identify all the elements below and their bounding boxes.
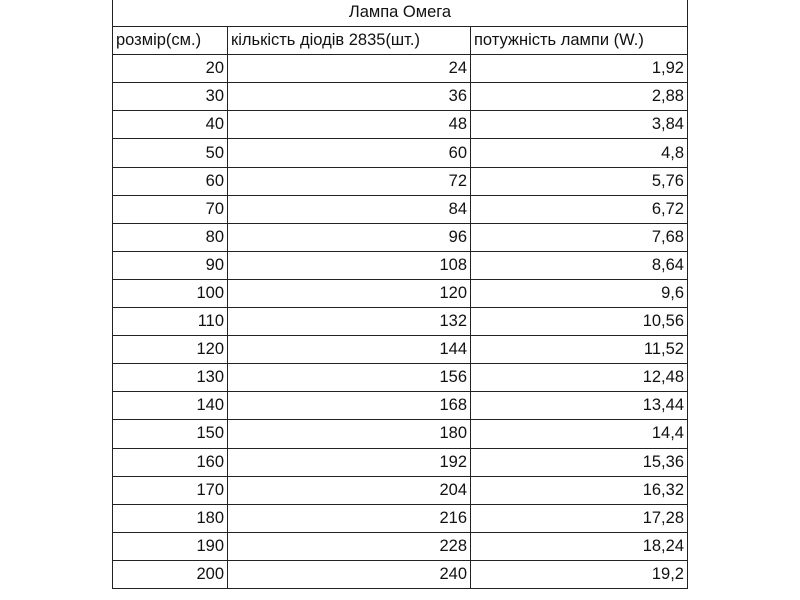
cell-power: 12,48: [470, 363, 688, 393]
header-power: потужність лампи (W.): [470, 26, 688, 56]
cell-power: 19,2: [470, 559, 688, 589]
cell-diode-count: 96: [227, 222, 471, 252]
cell-size: 130: [112, 363, 228, 393]
cell-diode-count: 240: [227, 559, 471, 589]
table-row: 170 204 16,32: [112, 475, 688, 505]
table-row: 60 72 5,76: [112, 166, 688, 196]
table-row: 180 216 17,28: [112, 503, 688, 533]
cell-diode-count: 36: [227, 82, 471, 112]
cell-size: 110: [112, 307, 228, 337]
cell-power: 11,52: [470, 335, 688, 365]
table-row: 30 36 2,88: [112, 82, 688, 112]
cell-power: 14,4: [470, 419, 688, 449]
cell-diode-count: 48: [227, 110, 471, 140]
cell-size: 60: [112, 166, 228, 196]
cell-diode-count: 156: [227, 363, 471, 393]
cell-diode-count: 108: [227, 250, 471, 280]
cell-size: 170: [112, 475, 228, 505]
cell-diode-count: 132: [227, 307, 471, 337]
cell-power: 16,32: [470, 475, 688, 505]
header-diode-count: кількість діодів 2835(шт.): [227, 26, 471, 56]
cell-diode-count: 72: [227, 166, 471, 196]
table-row: 150 180 14,4: [112, 419, 688, 449]
cell-power: 7,68: [470, 222, 688, 252]
cell-power: 17,28: [470, 503, 688, 533]
table-row: 20 24 1,92: [112, 54, 688, 84]
cell-power: 3,84: [470, 110, 688, 140]
cell-size: 50: [112, 138, 228, 168]
cell-size: 100: [112, 278, 228, 309]
cell-power: 13,44: [470, 391, 688, 421]
cell-diode-count: 24: [227, 54, 471, 84]
cell-diode-count: 180: [227, 419, 471, 449]
cell-power: 15,36: [470, 447, 688, 477]
cell-size: 70: [112, 194, 228, 224]
table-row: 110 132 10,56: [112, 307, 688, 337]
cell-diode-count: 60: [227, 138, 471, 168]
cell-power: 18,24: [470, 531, 688, 561]
table-row: 40 48 3,84: [112, 110, 688, 140]
cell-diode-count: 216: [227, 503, 471, 533]
cell-power: 2,88: [470, 82, 688, 112]
cell-diode-count: 204: [227, 475, 471, 505]
table-row: 140 168 13,44: [112, 391, 688, 421]
cell-size: 180: [112, 503, 228, 533]
table-row: 80 96 7,68: [112, 222, 688, 252]
cell-size: 190: [112, 531, 228, 561]
cell-size: 160: [112, 447, 228, 477]
table-row: 50 60 4,8: [112, 138, 688, 168]
table-row: 200 240 19,2: [112, 559, 688, 589]
cell-diode-count: 144: [227, 335, 471, 365]
table-row: 190 228 18,24: [112, 531, 688, 561]
header-size: розмір(см.): [112, 26, 228, 56]
cell-power: 6,72: [470, 194, 688, 224]
cell-diode-count: 228: [227, 531, 471, 561]
cell-diode-count: 84: [227, 194, 471, 224]
cell-size: 150: [112, 419, 228, 449]
cell-size: 140: [112, 391, 228, 421]
title-row: Лампа Омега: [112, 0, 688, 28]
cell-size: 20: [112, 54, 228, 84]
cell-diode-count: 120: [227, 278, 471, 309]
cell-power: 4,8: [470, 138, 688, 168]
cell-diode-count: 168: [227, 391, 471, 421]
cell-size: 200: [112, 559, 228, 589]
lamp-table: Лампа Омега розмір(см.) кількість діодів…: [112, 0, 688, 589]
table-row: 90 108 8,64: [112, 250, 688, 280]
cell-size: 80: [112, 222, 228, 252]
table-row: 120 144 11,52: [112, 335, 688, 365]
cell-power: 5,76: [470, 166, 688, 196]
cell-power: 10,56: [470, 307, 688, 337]
table-row: 70 84 6,72: [112, 194, 688, 224]
table-title: Лампа Омега: [112, 0, 688, 28]
cell-diode-count: 192: [227, 447, 471, 477]
header-row: розмір(см.) кількість діодів 2835(шт.) п…: [112, 26, 688, 56]
table-row: 160 192 15,36: [112, 447, 688, 477]
cell-size: 90: [112, 250, 228, 280]
cell-size: 120: [112, 335, 228, 365]
cell-power: 8,64: [470, 250, 688, 280]
cell-power: 9,6: [470, 278, 688, 309]
table-row: 130 156 12,48: [112, 363, 688, 393]
table-row: 100 120 9,6: [112, 278, 688, 309]
cell-power: 1,92: [470, 54, 688, 84]
cell-size: 30: [112, 82, 228, 112]
cell-size: 40: [112, 110, 228, 140]
